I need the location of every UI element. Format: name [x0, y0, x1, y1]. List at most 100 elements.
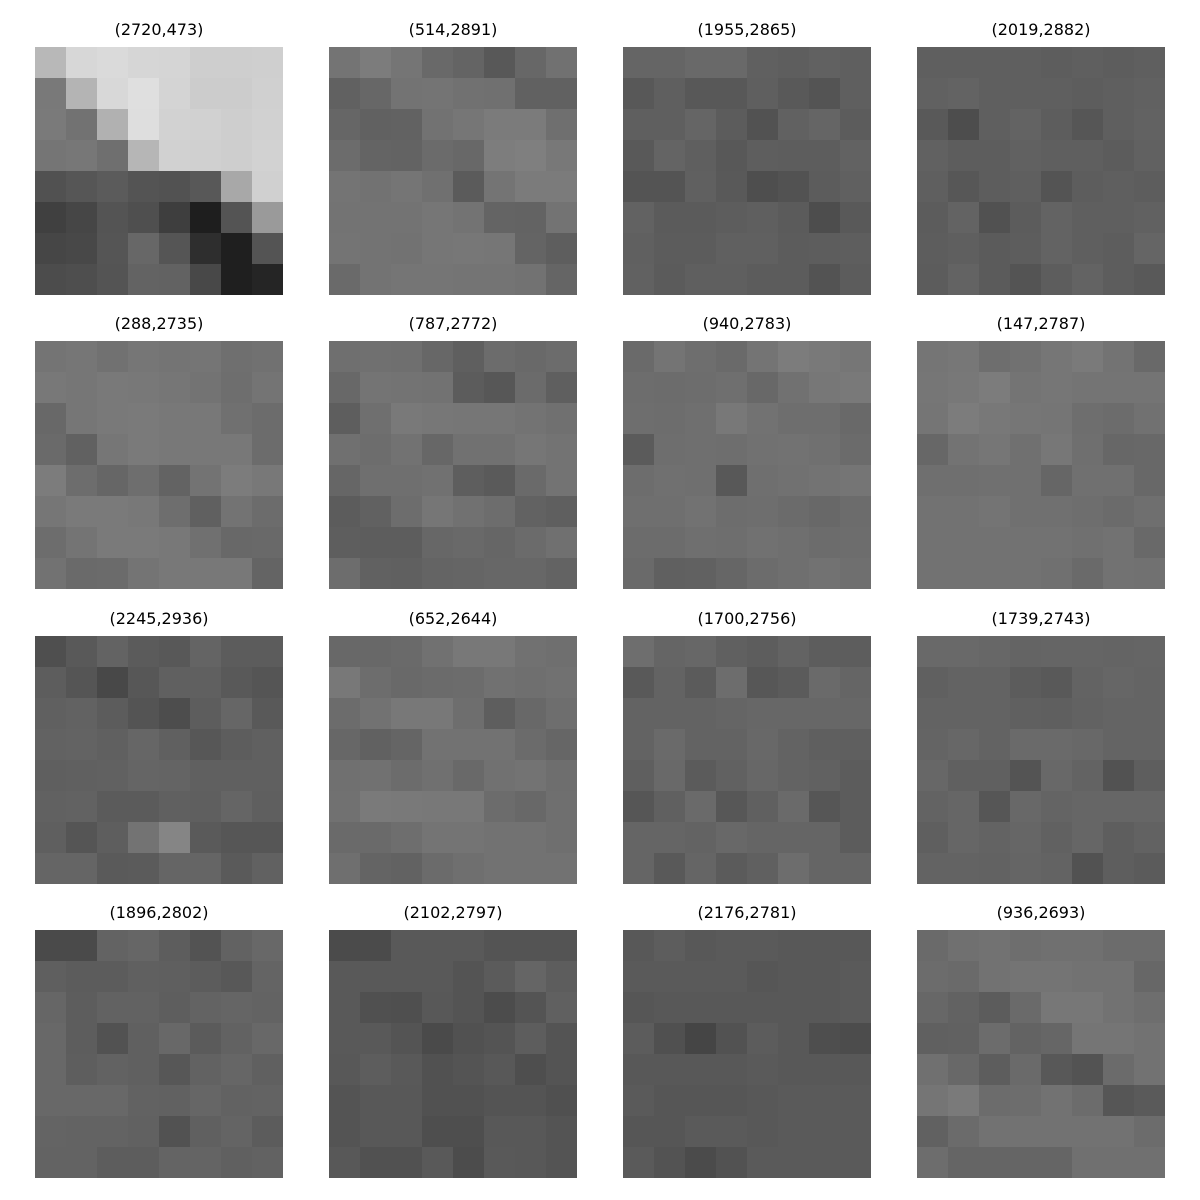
patch-pixel — [1010, 527, 1041, 558]
patch-pixel — [97, 403, 128, 434]
patch-pixel — [747, 791, 778, 822]
patch-pixel — [453, 992, 484, 1023]
patch-pixel — [685, 109, 716, 140]
patch-pixel — [747, 264, 778, 295]
patch-pixel — [1134, 140, 1165, 171]
patch-pixel — [1134, 558, 1165, 589]
patch-pixel — [1041, 202, 1072, 233]
patch-pixel — [66, 667, 97, 698]
patch-pixel — [546, 1085, 577, 1116]
patch-pixel — [35, 403, 66, 434]
patch-pixel — [1010, 403, 1041, 434]
patch-pixel — [778, 1085, 809, 1116]
patch-pixel — [360, 403, 391, 434]
patch-pixel — [1010, 496, 1041, 527]
patch-pixel — [190, 465, 221, 496]
patch-pixel — [623, 729, 654, 760]
patch-pixel — [66, 558, 97, 589]
patch-pixel — [159, 78, 190, 109]
patch-pixel — [360, 930, 391, 961]
patch-pixel — [1103, 341, 1134, 372]
patch-pixel — [360, 961, 391, 992]
patch-pixel — [252, 558, 283, 589]
patch-pixel — [917, 171, 948, 202]
patch-pixel — [128, 930, 159, 961]
patch-pixel — [654, 822, 685, 853]
patch-pixel — [97, 434, 128, 465]
patch-pixel — [252, 78, 283, 109]
patch-pixel — [546, 961, 577, 992]
patch-pixel — [809, 109, 840, 140]
patch-pixel — [484, 1147, 515, 1178]
patch-pixel — [97, 109, 128, 140]
patch-pixel — [190, 822, 221, 853]
patch-pixel — [654, 636, 685, 667]
patch-pixel — [190, 1054, 221, 1085]
patch-pixel — [66, 853, 97, 884]
patch-pixel — [623, 667, 654, 698]
patch-pixel — [716, 667, 747, 698]
patch-pixel — [809, 264, 840, 295]
patch-pixel — [685, 264, 716, 295]
patch-pixel — [453, 47, 484, 78]
patch-pixel — [515, 930, 546, 961]
patch-pixel — [221, 822, 252, 853]
patch-pixel — [654, 171, 685, 202]
patch-pixel — [979, 202, 1010, 233]
patch-pixel — [1010, 1023, 1041, 1054]
patch-pixel — [128, 698, 159, 729]
patch-pixel — [654, 930, 685, 961]
patch-pixel — [809, 636, 840, 667]
patch-pixel — [128, 264, 159, 295]
patch-pixel — [97, 1147, 128, 1178]
patch-pixel — [221, 636, 252, 667]
patch-pixel — [1072, 961, 1103, 992]
patch-pixel — [190, 930, 221, 961]
patch-pixel — [515, 496, 546, 527]
patch-pixel — [252, 961, 283, 992]
patch-pixel — [917, 791, 948, 822]
patch-pixel — [515, 434, 546, 465]
patch-pixel — [1103, 930, 1134, 961]
patch-pixel — [685, 372, 716, 403]
patch-pixel — [1072, 1023, 1103, 1054]
patch-pixel — [329, 1147, 360, 1178]
patch-pixel — [1010, 791, 1041, 822]
patch-pixel — [1103, 558, 1134, 589]
patch-pixel — [840, 930, 871, 961]
patch-pixel — [422, 233, 453, 264]
patch-pixel — [840, 264, 871, 295]
patch-pixel — [979, 791, 1010, 822]
patch-pixel — [515, 1116, 546, 1147]
patch-pixel — [623, 853, 654, 884]
patch-pixel — [329, 171, 360, 202]
patch-pixel — [329, 109, 360, 140]
patch-pixel — [623, 403, 654, 434]
patch-pixel — [546, 527, 577, 558]
patch-pixel — [948, 791, 979, 822]
patch-pixel — [422, 558, 453, 589]
patch-pixel — [453, 961, 484, 992]
patch-pixel — [391, 496, 422, 527]
patch-pixel — [1103, 961, 1134, 992]
patch-pixel — [453, 1116, 484, 1147]
patch-pixel — [515, 372, 546, 403]
patch-pixel — [948, 233, 979, 264]
patch-pixel — [159, 527, 190, 558]
patch-pixel — [360, 698, 391, 729]
patch-pixel — [128, 527, 159, 558]
patch-pixel — [515, 403, 546, 434]
patch-pixel — [716, 1085, 747, 1116]
patch-pixel — [453, 1023, 484, 1054]
patch-pixel — [515, 729, 546, 760]
patch-pixel — [360, 496, 391, 527]
patch-pixel — [128, 558, 159, 589]
patch-pixel — [66, 47, 97, 78]
patch-pixel — [917, 930, 948, 961]
patch-pixel — [252, 434, 283, 465]
patch-pixel — [948, 1147, 979, 1178]
patch-pixel — [917, 78, 948, 109]
patch-pixel — [623, 264, 654, 295]
patch-image — [35, 47, 283, 295]
patch-pixel — [979, 264, 1010, 295]
